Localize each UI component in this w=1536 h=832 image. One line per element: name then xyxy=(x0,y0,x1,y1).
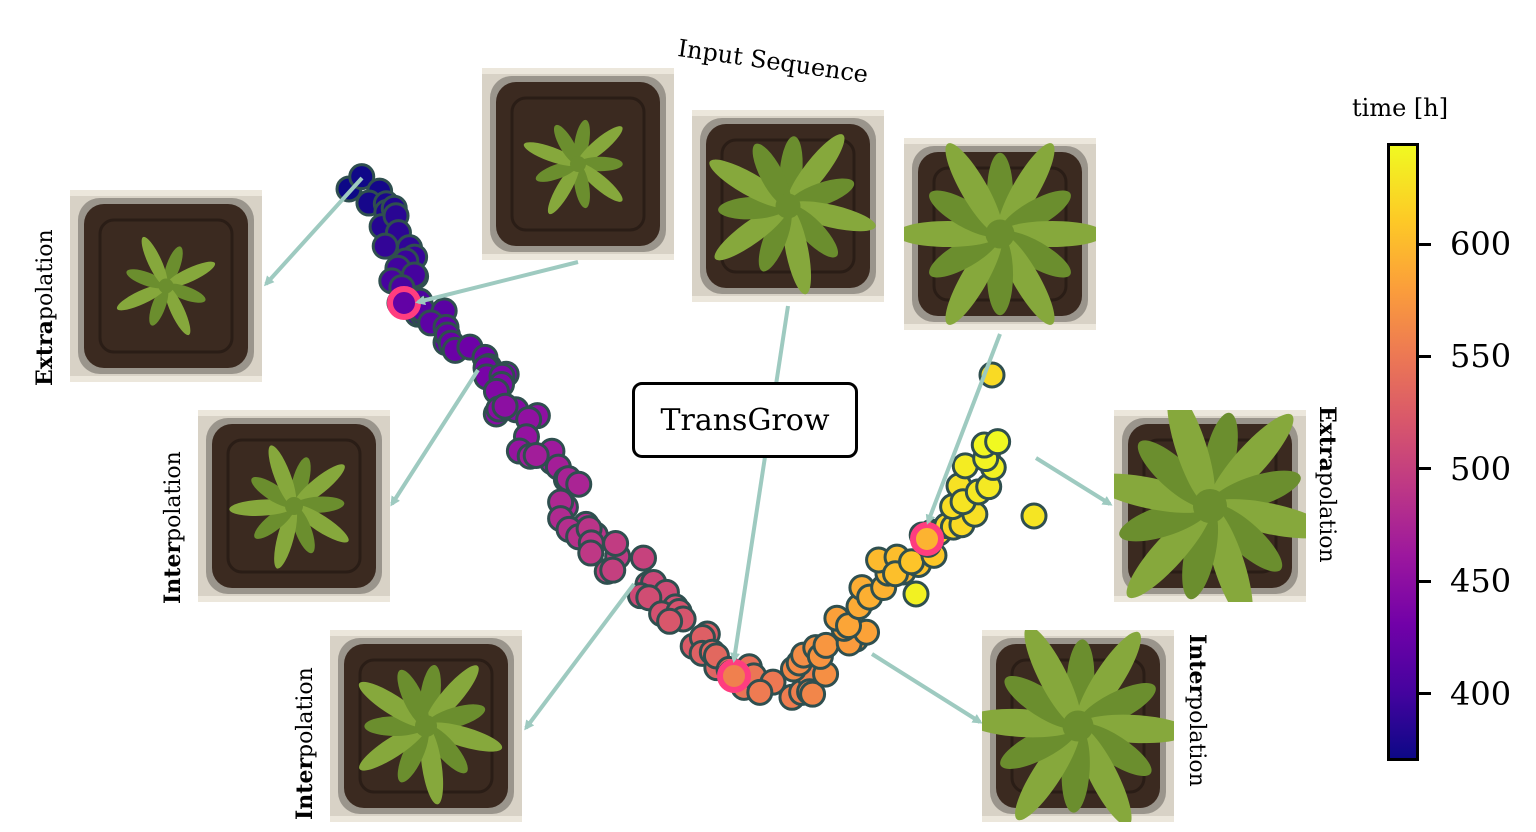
scatter-point xyxy=(577,539,605,567)
input-image-1 xyxy=(482,68,674,260)
scatter-point xyxy=(565,470,593,498)
colorbar-tick xyxy=(1419,467,1431,471)
scatter-point xyxy=(491,392,519,420)
colorbar-tick-label: 400 xyxy=(1450,674,1512,713)
arrow xyxy=(415,260,579,306)
colorbar-tick xyxy=(1419,242,1431,246)
plant-icon xyxy=(982,630,1174,822)
extrapolation-image-left xyxy=(70,190,262,382)
scatter-point xyxy=(902,580,930,608)
colorbar-tick-label: 550 xyxy=(1450,337,1512,376)
label-extrapolation-left: Extrapolation xyxy=(32,229,58,386)
plant-icon xyxy=(198,410,390,602)
plant-icon xyxy=(482,68,674,260)
plant-icon xyxy=(1114,410,1306,602)
input-image-2 xyxy=(692,110,884,302)
scatter-point xyxy=(522,441,550,469)
scatter-point xyxy=(371,232,399,260)
colorbar-tick-label: 600 xyxy=(1450,225,1512,264)
label-extrapolation-right: Extrapolation xyxy=(1314,406,1340,563)
plant-icon xyxy=(330,630,522,822)
extrapolation-image-right xyxy=(1114,410,1306,602)
plant-icon xyxy=(904,138,1096,330)
scatter-point xyxy=(602,530,630,558)
plant-icon xyxy=(70,190,262,382)
label-interpolation-right: Interpolation xyxy=(1184,634,1210,787)
scatter-point xyxy=(799,680,827,708)
colorbar-tick xyxy=(1419,692,1431,696)
scatter-point xyxy=(1020,502,1048,530)
scatter-point xyxy=(599,556,627,584)
highlighted-input-point xyxy=(717,659,751,693)
highlighted-input-point xyxy=(387,286,421,320)
arrows-group xyxy=(263,176,1113,731)
colorbar-title: time [h] xyxy=(1352,94,1449,122)
highlighted-input-point xyxy=(910,522,944,556)
arrow xyxy=(730,305,790,663)
colorbar-tick-label: 450 xyxy=(1450,562,1512,601)
scatter-point xyxy=(746,678,774,706)
arrow xyxy=(263,176,364,287)
scatter-point xyxy=(629,544,657,572)
colorbar-tick-label: 500 xyxy=(1450,449,1512,488)
transgrow-model-box: TransGrow xyxy=(632,382,858,458)
scatter-points xyxy=(335,163,1048,711)
interpolation-image-left-2 xyxy=(330,630,522,822)
arrow xyxy=(524,582,636,731)
scatter-point xyxy=(984,428,1012,456)
arrow xyxy=(870,652,983,724)
colorbar-tick xyxy=(1419,579,1431,583)
arrow xyxy=(1034,456,1113,506)
colorbar-tick xyxy=(1419,354,1431,358)
plant-icon xyxy=(692,110,884,302)
arrow xyxy=(925,333,1002,525)
label-interpolation-left-1: Interpolation xyxy=(160,451,186,604)
scatter-point xyxy=(656,607,684,635)
label-interpolation-left-2: Interpolation xyxy=(292,667,318,820)
interpolation-image-left-1 xyxy=(198,410,390,602)
transgrow-label: TransGrow xyxy=(660,402,830,438)
arrow xyxy=(390,368,480,507)
colorbar xyxy=(1387,143,1419,761)
interpolation-image-right xyxy=(982,630,1174,822)
input-image-3 xyxy=(904,138,1096,330)
